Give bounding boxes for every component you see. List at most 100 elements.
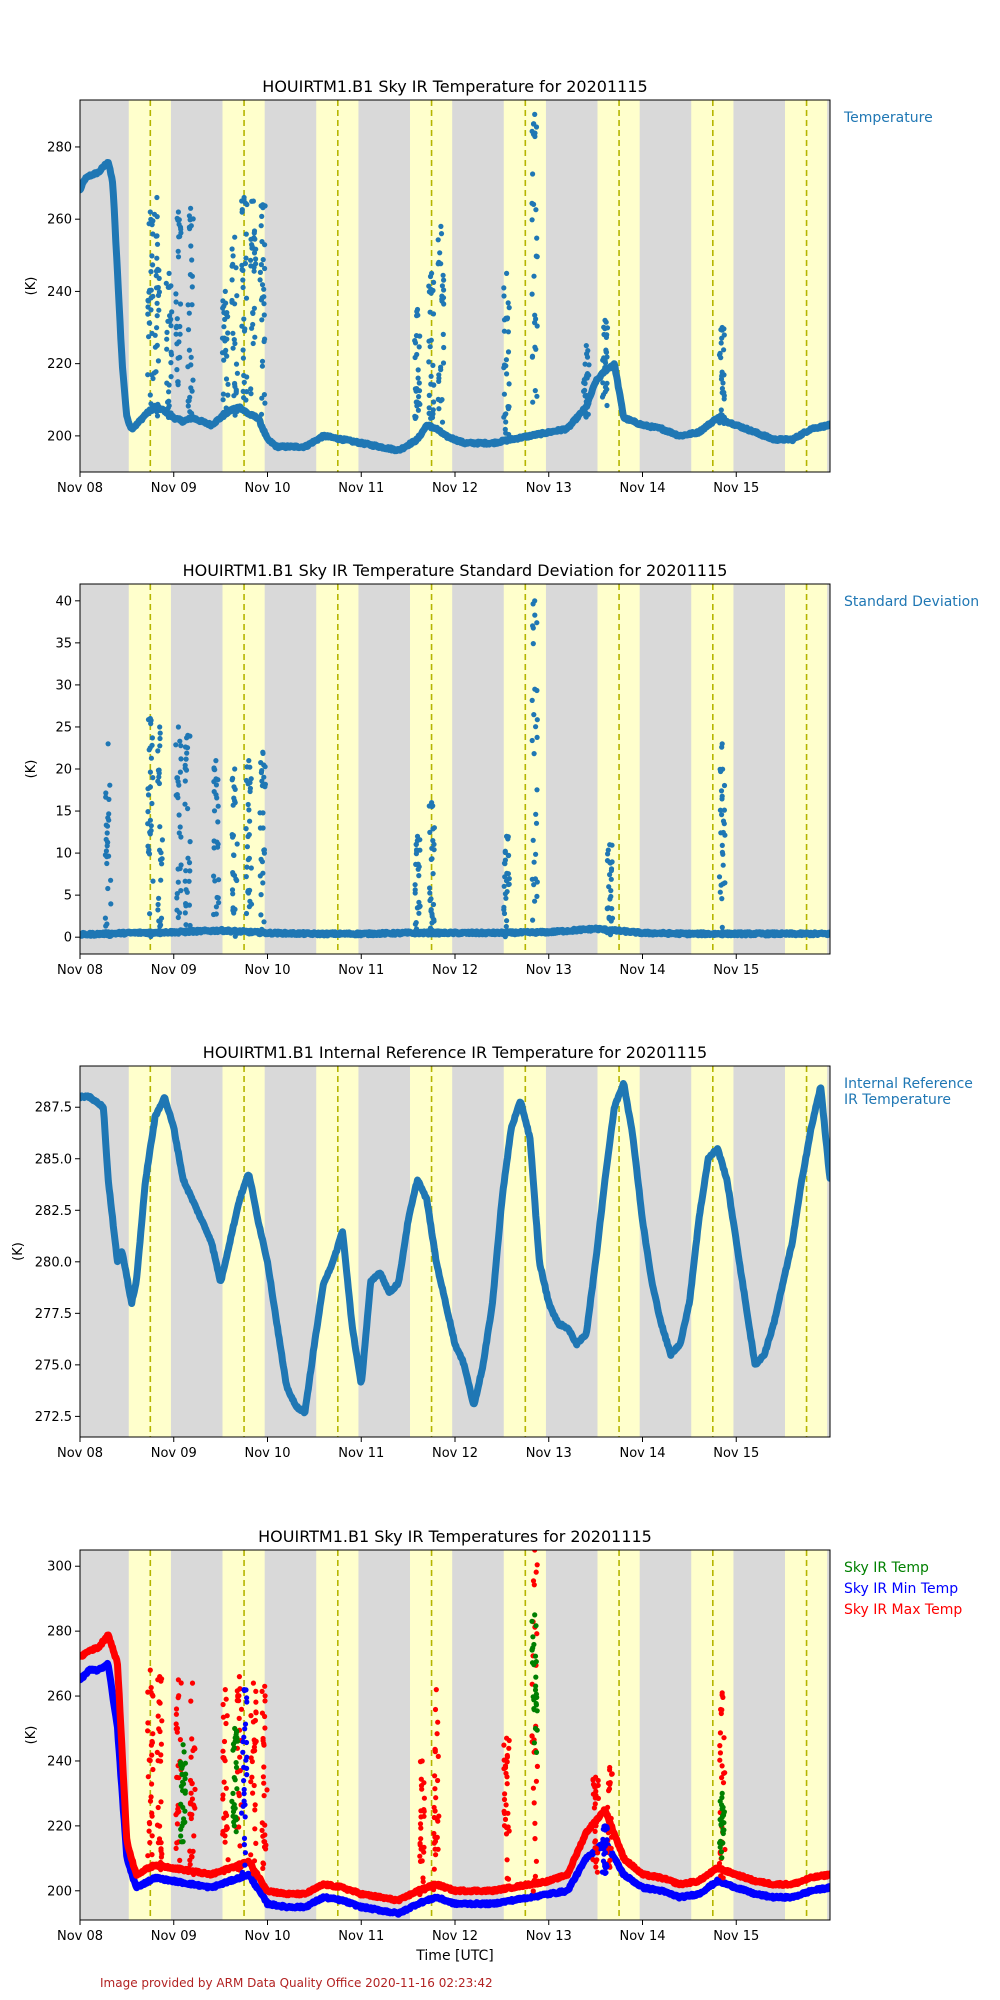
data-point xyxy=(221,357,227,363)
data-point xyxy=(104,823,111,829)
data-point xyxy=(251,305,257,311)
data-point xyxy=(249,244,255,250)
data-point xyxy=(155,292,162,298)
data-point xyxy=(421,1844,427,1850)
data-point xyxy=(532,686,538,692)
data-point xyxy=(261,1764,267,1770)
y-tick-label: 240 xyxy=(47,1754,72,1769)
data-point xyxy=(253,1699,259,1705)
data-point xyxy=(156,1699,162,1705)
series-line xyxy=(80,1080,830,1417)
data-point xyxy=(233,1829,239,1835)
y-tick-label: 280.0 xyxy=(35,1255,72,1270)
data-point xyxy=(436,259,442,265)
data-point xyxy=(154,409,160,415)
data-point xyxy=(155,401,161,407)
data-point xyxy=(173,1711,179,1717)
data-point xyxy=(145,311,151,317)
data-point xyxy=(182,762,188,768)
data-point xyxy=(246,807,252,813)
data-point xyxy=(185,364,191,370)
data-point xyxy=(182,931,188,937)
data-point xyxy=(246,832,252,838)
x-tick-label: Nov 08 xyxy=(57,1446,103,1461)
data-layer xyxy=(80,1080,830,1417)
data-point xyxy=(148,307,154,313)
data-point xyxy=(157,857,164,863)
data-point xyxy=(608,927,615,933)
x-tick-label: Nov 13 xyxy=(526,1446,572,1461)
data-point xyxy=(242,1850,248,1856)
data-point xyxy=(720,1820,726,1826)
data-point xyxy=(154,313,160,319)
data-point xyxy=(431,1887,437,1893)
data-point xyxy=(261,1742,267,1748)
legend-entry: Sky IR Max Temp xyxy=(844,1602,962,1618)
y-tick-label: 300 xyxy=(47,1560,72,1575)
data-point xyxy=(177,738,183,744)
data-point xyxy=(412,882,418,888)
data-point xyxy=(176,1865,182,1871)
data-point xyxy=(231,404,237,410)
data-point xyxy=(583,413,589,419)
data-point xyxy=(259,239,265,245)
data-point xyxy=(604,332,610,338)
data-point xyxy=(185,732,191,739)
data-point xyxy=(177,354,183,360)
data-point xyxy=(259,859,265,865)
data-point xyxy=(104,830,110,836)
data-point xyxy=(248,1755,254,1761)
data-point xyxy=(154,300,160,306)
data-point xyxy=(719,373,725,379)
data-point xyxy=(607,1764,613,1771)
x-tick-label: Nov 13 xyxy=(526,1929,572,1944)
data-point xyxy=(262,1683,268,1689)
data-point xyxy=(719,928,726,935)
data-point xyxy=(719,741,725,747)
data-point xyxy=(506,876,512,882)
data-point xyxy=(506,404,512,410)
data-point xyxy=(245,801,251,808)
data-point xyxy=(429,856,435,862)
data-point xyxy=(438,364,444,370)
data-point xyxy=(232,380,238,387)
data-point xyxy=(230,834,236,840)
data-point xyxy=(506,928,512,935)
data-point xyxy=(253,256,259,262)
data-point xyxy=(609,906,615,912)
data-point xyxy=(158,1846,164,1852)
data-point xyxy=(233,1764,240,1770)
data-point xyxy=(146,334,152,340)
x-tick-label: Nov 10 xyxy=(244,1446,290,1461)
data-point xyxy=(229,246,235,252)
data-point xyxy=(231,1819,237,1825)
data-point xyxy=(187,1848,193,1854)
data-point xyxy=(149,1833,155,1839)
data-point xyxy=(174,323,180,329)
data-point xyxy=(248,865,254,871)
data-point xyxy=(229,777,235,783)
data-point xyxy=(504,1752,510,1759)
data-point xyxy=(185,398,191,404)
data-point xyxy=(145,792,152,798)
y-tick-label: 40 xyxy=(55,594,72,609)
data-point xyxy=(534,1727,540,1733)
legend-entry: Sky IR Temp xyxy=(844,1560,929,1576)
data-point xyxy=(241,1786,247,1793)
data-point xyxy=(530,399,536,405)
data-point xyxy=(418,1836,424,1842)
data-point xyxy=(532,344,538,350)
data-point xyxy=(188,243,194,249)
data-point xyxy=(432,1746,438,1752)
data-point xyxy=(187,1800,194,1806)
data-point xyxy=(532,320,538,326)
data-point xyxy=(183,868,189,874)
data-point xyxy=(244,864,250,870)
data-point xyxy=(534,1763,541,1769)
data-point xyxy=(502,1816,509,1822)
data-point xyxy=(257,269,263,275)
data-point xyxy=(262,1693,268,1699)
data-point xyxy=(261,919,267,925)
data-point xyxy=(231,928,237,934)
data-point xyxy=(428,373,434,379)
